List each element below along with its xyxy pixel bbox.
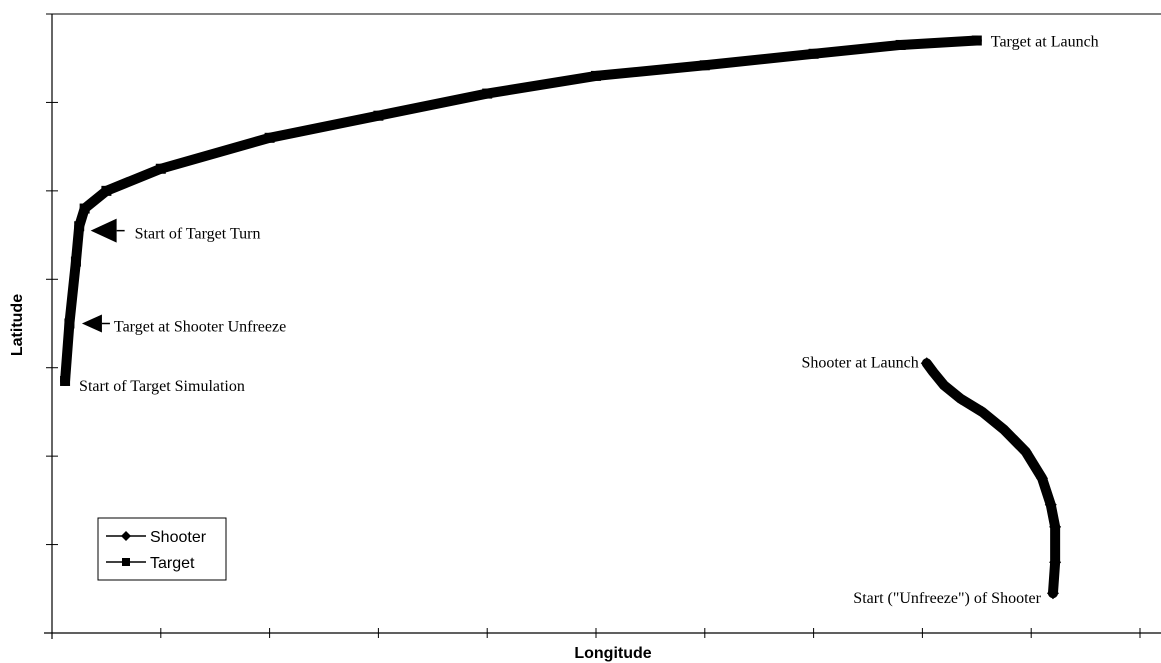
annotation-start-sim: Start of Target Simulation — [79, 378, 245, 395]
series-shooter-point — [927, 366, 940, 379]
y-axis-title: Latitude — [9, 294, 26, 356]
annotation-shooter-launch: Shooter at Launch — [801, 354, 918, 371]
series-target-point — [60, 375, 71, 386]
legend-box — [97, 517, 227, 581]
y-ticks — [46, 13, 58, 634]
series-shooter-point — [920, 357, 933, 370]
series-target-point — [895, 39, 906, 50]
series-target-point — [70, 256, 81, 267]
series-shooter-point — [1049, 556, 1062, 569]
annotation-shooter-start: Start ("Unfreeze") of Shooter — [853, 590, 1041, 607]
series-target-point — [482, 88, 493, 99]
annotation-unfreeze: Target at Shooter Unfreeze — [114, 319, 286, 336]
legend-label-target: Target — [150, 555, 195, 572]
series-target-point — [699, 60, 710, 71]
series-shooter-point — [1036, 472, 1049, 485]
series-target-point — [74, 221, 85, 232]
series-shooter-line — [921, 358, 1061, 599]
series-shooter-point — [938, 379, 951, 392]
series-target-point — [79, 203, 90, 214]
series-shooter-point — [1049, 520, 1062, 533]
legend: Shooter Target — [97, 517, 227, 581]
series-target-point — [264, 132, 275, 143]
series-target-point — [155, 163, 166, 174]
series-target-point — [373, 110, 384, 121]
annotation-arrow-icon — [90, 218, 117, 243]
series-target-point — [101, 185, 112, 196]
series-target-point — [591, 70, 601, 81]
series-target-point — [808, 48, 819, 59]
annotation-start-turn: Start of Target Turn — [135, 226, 261, 243]
legend-diamond-icon — [121, 531, 131, 541]
annotation-arrow-icon — [81, 314, 102, 333]
series-shooter-point — [976, 405, 989, 418]
x-axis-title: Longitude — [574, 645, 651, 662]
series-shooter-point — [1044, 498, 1057, 511]
x-ticks — [51, 628, 1141, 638]
legend-square-icon — [122, 558, 130, 566]
legend-items: Shooter Target — [106, 529, 207, 572]
axes — [44, 13, 1161, 639]
series-shooter-point — [998, 423, 1010, 436]
series-shooter-point — [1046, 587, 1059, 600]
annotation-target-launch: Target at Launch — [991, 34, 1099, 51]
series-layer — [60, 35, 1062, 600]
series-target-point — [64, 318, 75, 329]
series-shooter-point — [954, 392, 967, 405]
series-shooter-point — [1019, 445, 1032, 458]
annotation-layer: Target at Launch Start of Target Turn Targ… — [79, 34, 1099, 608]
series-target-point — [971, 35, 982, 46]
legend-label-shooter: Shooter — [150, 529, 207, 546]
